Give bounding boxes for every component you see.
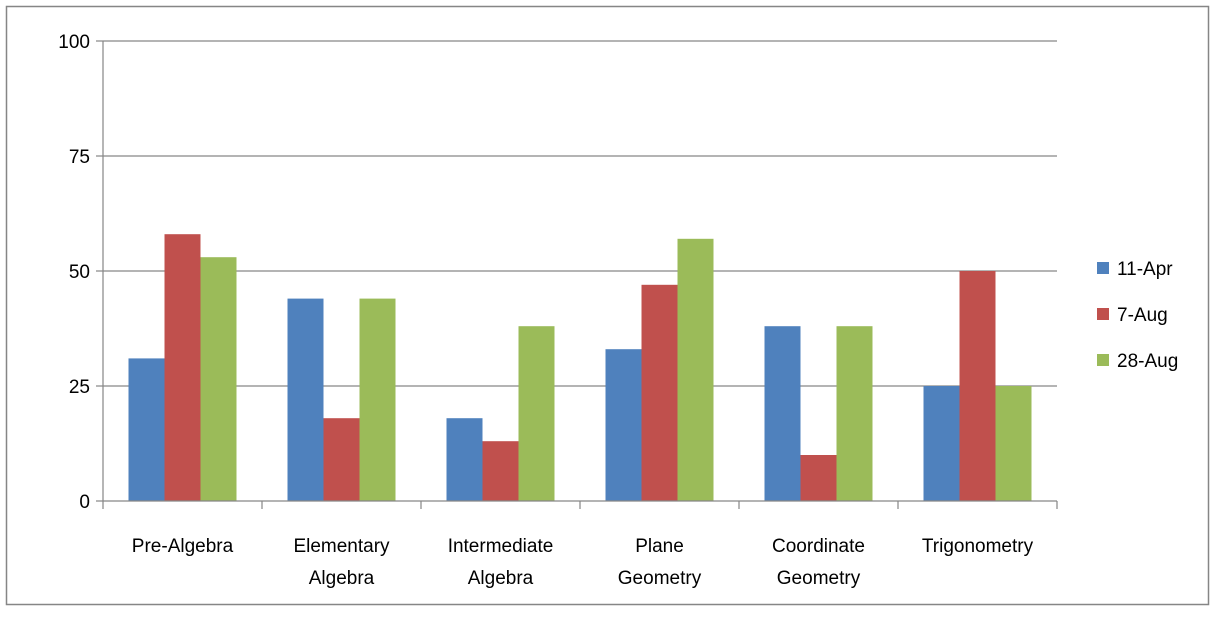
bars — [128, 234, 1032, 502]
bar-7-Aug-1 — [323, 418, 360, 501]
x-axis-category-labels: Pre-Algebra Elementary AlgebraIntermediate… — [132, 536, 1034, 589]
bar-11-Apr-2 — [446, 418, 483, 501]
bar-28-Aug-0 — [200, 257, 237, 501]
bar-11-Apr-5 — [923, 386, 960, 501]
y-tick-label: 25 — [69, 377, 90, 398]
x-category-label-line: Algebra — [468, 568, 534, 589]
bar-11-Apr-4 — [764, 326, 801, 501]
bar-28-Aug-5 — [995, 386, 1032, 501]
x-category-label-line: Coordinate — [772, 536, 865, 557]
bar-7-Aug-5 — [959, 271, 996, 501]
bar-11-Apr-1 — [287, 298, 324, 501]
bar-7-Aug-2 — [482, 441, 519, 501]
legend-label: 28-Aug — [1117, 351, 1178, 372]
bar-28-Aug-3 — [677, 238, 714, 502]
bar-7-Aug-3 — [641, 284, 678, 501]
x-category-label-line: Intermediate — [448, 536, 554, 557]
bar-28-Aug-2 — [518, 326, 555, 501]
x-category-label-line: Plane — [635, 536, 684, 557]
y-tick-label: 0 — [79, 492, 90, 513]
bar-7-Aug-0 — [164, 234, 201, 501]
x-category-label: Trigonometry — [922, 536, 1034, 557]
legend-label: 7-Aug — [1117, 305, 1168, 326]
bar-11-Apr-3 — [605, 349, 642, 501]
x-category-label-line: Geometry — [618, 568, 702, 589]
x-category-label: Elementary Algebra — [293, 536, 390, 589]
bar-28-Aug-4 — [836, 326, 873, 501]
bar-7-Aug-4 — [800, 455, 837, 501]
gridlines — [103, 40, 1057, 387]
x-category-label-line: Trigonometry — [922, 536, 1034, 557]
bar-11-Apr-0 — [128, 358, 165, 501]
x-category-label-line: Algebra — [309, 568, 375, 589]
legend-label: 11-Apr — [1117, 259, 1173, 280]
x-category-label: Coordinate Geometry — [772, 536, 865, 589]
x-category-label: Intermediate Algebra — [448, 536, 554, 589]
axes — [96, 40, 1058, 509]
x-category-label-line: Pre-Algebra — [132, 536, 234, 557]
legend: 11-Apr 7-Aug 28-Aug — [1097, 259, 1178, 372]
y-tick-label: 75 — [69, 147, 90, 168]
x-category-label: Plane Geometry — [618, 536, 702, 589]
legend-swatch-7-Aug — [1097, 308, 1109, 320]
x-category-label-line: Geometry — [777, 568, 861, 589]
legend-swatch-11-Apr — [1097, 262, 1109, 274]
y-axis-tick-labels: 0 25 50 75 100 — [58, 32, 90, 513]
y-tick-label: 50 — [69, 262, 90, 283]
legend-swatch-28-Aug — [1097, 354, 1109, 366]
x-category-label: Pre-Algebra — [132, 536, 234, 557]
x-category-label-line: Elementary — [293, 536, 390, 557]
bar-28-Aug-1 — [359, 298, 396, 501]
y-tick-label: 100 — [58, 32, 90, 53]
